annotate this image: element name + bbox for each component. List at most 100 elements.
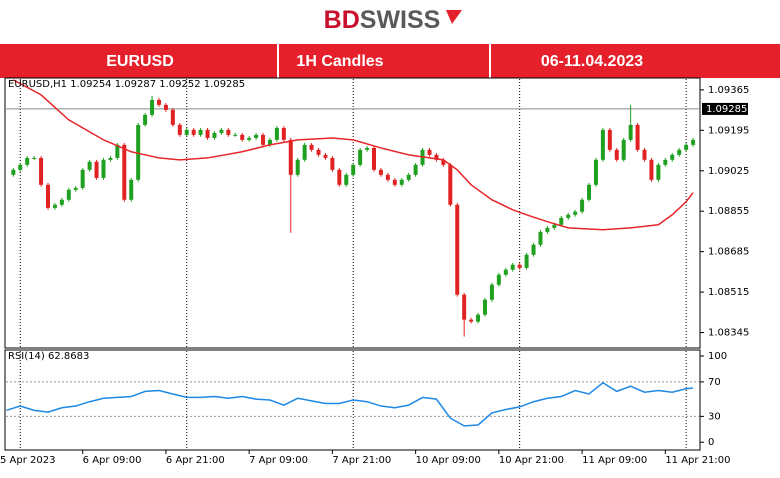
line-series bbox=[12, 79, 694, 231]
logo-left: BD bbox=[324, 6, 360, 34]
candle-body bbox=[177, 124, 182, 135]
candle-body bbox=[441, 159, 446, 165]
candle-body bbox=[580, 199, 585, 212]
candle-body bbox=[510, 264, 515, 270]
candle-body bbox=[129, 179, 134, 200]
candle-body bbox=[80, 169, 85, 188]
candle-body bbox=[274, 127, 279, 140]
candle-body bbox=[489, 284, 494, 300]
candle-body bbox=[136, 124, 141, 180]
candle-body bbox=[226, 129, 231, 135]
candle-body bbox=[281, 127, 286, 140]
candle-body bbox=[559, 217, 564, 225]
candle-body bbox=[372, 147, 377, 170]
candle-body bbox=[448, 164, 453, 205]
candle-body bbox=[656, 164, 661, 180]
y-tick-label: 1.09365 bbox=[708, 85, 749, 96]
candle-body bbox=[406, 174, 411, 180]
candle-body bbox=[600, 129, 605, 160]
candle-body bbox=[607, 129, 612, 150]
candle-body bbox=[115, 144, 120, 158]
candle-body bbox=[677, 149, 682, 155]
candle-body bbox=[323, 154, 328, 158]
candle-body bbox=[163, 104, 168, 110]
candle-body bbox=[670, 154, 675, 160]
candle-body bbox=[122, 144, 127, 200]
candle-body bbox=[469, 319, 474, 322]
candle-body bbox=[233, 134, 238, 136]
candle-body bbox=[66, 189, 71, 200]
candle-body bbox=[52, 204, 57, 208]
candle-body bbox=[482, 299, 487, 315]
x-tick-label: 11 Apr 09:00 bbox=[582, 455, 647, 466]
x-tick-label: 6 Apr 09:00 bbox=[83, 455, 142, 466]
candle-body bbox=[455, 204, 460, 295]
candle-body bbox=[94, 161, 99, 178]
x-tick-label: 6 Apr 21:00 bbox=[166, 455, 225, 466]
candle-body bbox=[295, 159, 300, 175]
current-price-label: 1.09285 bbox=[706, 104, 747, 115]
candle-body bbox=[143, 114, 148, 125]
candle-body bbox=[330, 157, 335, 170]
current-price-box bbox=[702, 102, 748, 115]
candle-body bbox=[413, 164, 418, 175]
candle-body bbox=[191, 129, 196, 135]
candle-body bbox=[198, 129, 203, 135]
banner bbox=[0, 44, 780, 78]
candle-body bbox=[261, 134, 266, 145]
candle-body bbox=[351, 164, 356, 175]
candle-body bbox=[170, 109, 175, 125]
candle-body bbox=[649, 159, 654, 180]
candle-body bbox=[538, 231, 543, 245]
candle-body bbox=[385, 174, 390, 180]
candle-body bbox=[378, 169, 383, 175]
candle-body bbox=[358, 149, 363, 165]
candle-body bbox=[503, 269, 508, 275]
candle-body bbox=[11, 169, 16, 175]
candle-body bbox=[392, 179, 397, 185]
candle-body bbox=[254, 134, 259, 138]
candle-body bbox=[587, 184, 592, 200]
candle-body bbox=[212, 132, 217, 138]
candle-body bbox=[25, 157, 30, 165]
y-tick-label: 100 bbox=[708, 351, 727, 362]
y-tick-label: 70 bbox=[708, 377, 721, 388]
candle-body bbox=[108, 157, 113, 160]
y-tick-label: 0 bbox=[708, 437, 714, 448]
y-tick-label: 30 bbox=[708, 411, 721, 422]
candle-body bbox=[635, 124, 640, 150]
candle-body bbox=[59, 199, 64, 205]
candle-body bbox=[531, 244, 536, 255]
candle-body bbox=[73, 187, 78, 190]
candle-body bbox=[691, 139, 696, 145]
candle-body bbox=[39, 157, 44, 185]
candle-body bbox=[240, 134, 245, 140]
candle-body bbox=[219, 129, 224, 133]
candle-body bbox=[517, 264, 522, 268]
candle-body bbox=[399, 179, 404, 185]
candle-body bbox=[434, 154, 439, 160]
y-tick-label: 1.08345 bbox=[708, 328, 749, 339]
candle-body bbox=[427, 149, 432, 155]
banner-symbol: EURUSD bbox=[106, 53, 174, 70]
candle-body bbox=[156, 99, 161, 105]
candle-body bbox=[573, 211, 578, 215]
y-tick-label: 1.09195 bbox=[708, 125, 749, 136]
candle-body bbox=[150, 99, 155, 115]
candle-body bbox=[614, 149, 619, 160]
candle-body bbox=[46, 184, 51, 208]
y-tick-label: 1.08515 bbox=[708, 287, 749, 298]
candle-body bbox=[247, 137, 252, 140]
x-tick-label: 7 Apr 21:00 bbox=[332, 455, 391, 466]
candle-body bbox=[365, 147, 370, 150]
x-tick-label: 11 Apr 21:00 bbox=[665, 455, 730, 466]
y-tick-label: 1.09025 bbox=[708, 166, 749, 177]
x-tick-label: 7 Apr 09:00 bbox=[249, 455, 308, 466]
candle-body bbox=[628, 124, 633, 140]
candle-body bbox=[552, 224, 557, 228]
candle-body bbox=[642, 149, 647, 160]
candle-body bbox=[344, 174, 349, 185]
candle-body bbox=[496, 274, 501, 285]
